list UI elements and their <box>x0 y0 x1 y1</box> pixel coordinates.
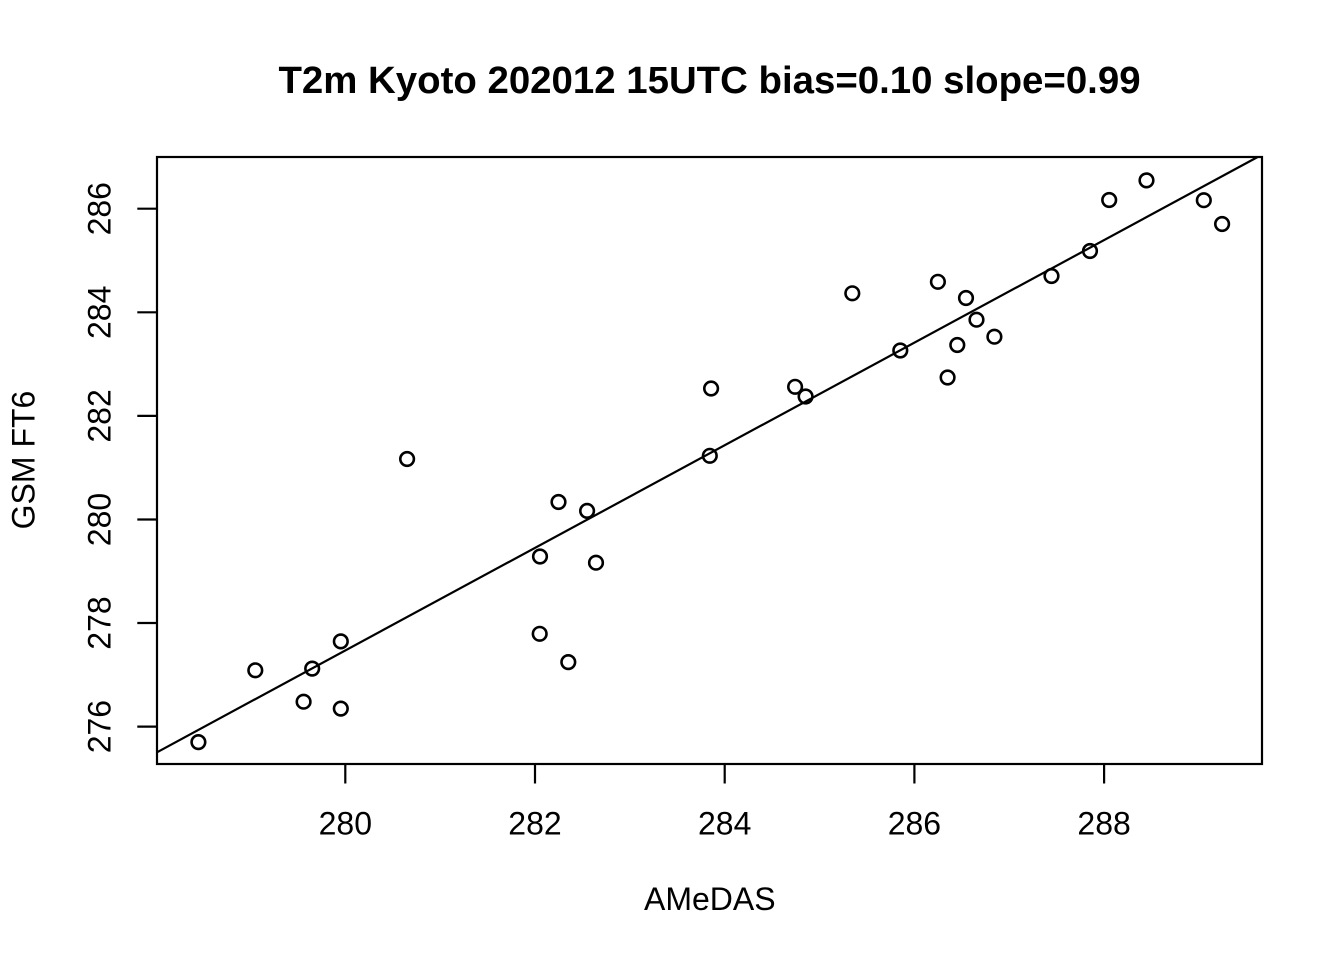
svg-text:286: 286 <box>82 182 118 235</box>
svg-text:282: 282 <box>508 805 561 841</box>
svg-text:284: 284 <box>82 286 118 339</box>
svg-text:276: 276 <box>82 700 118 753</box>
svg-text:282: 282 <box>82 389 118 442</box>
svg-text:T2m Kyoto 202012 15UTC bias=0.: T2m Kyoto 202012 15UTC bias=0.10 slope=0… <box>278 59 1140 102</box>
svg-text:280: 280 <box>319 805 372 841</box>
svg-text:286: 286 <box>888 805 941 841</box>
svg-text:284: 284 <box>698 805 751 841</box>
svg-text:288: 288 <box>1077 805 1130 841</box>
svg-text:278: 278 <box>82 596 118 649</box>
svg-text:GSM FT6: GSM FT6 <box>6 391 42 530</box>
svg-text:AMeDAS: AMeDAS <box>644 881 776 917</box>
svg-text:280: 280 <box>82 493 118 546</box>
